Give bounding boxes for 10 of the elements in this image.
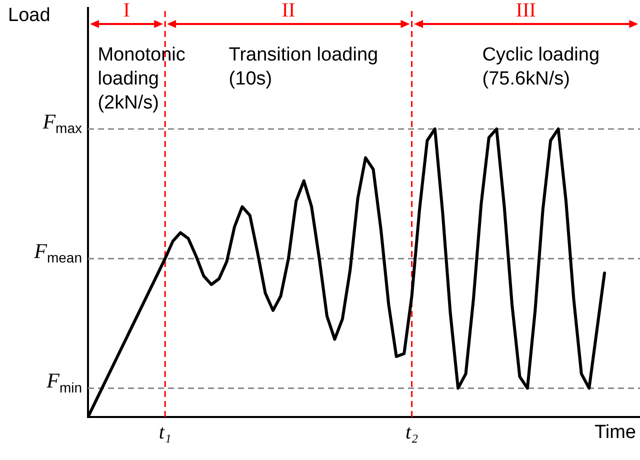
x-tick-label: t₁	[158, 421, 172, 444]
text: Transition loading (10s)	[228, 44, 378, 90]
text: I	[123, 0, 130, 22]
text: Monotonic loading (2kN/s)	[98, 44, 186, 114]
text: II	[282, 0, 296, 22]
text: Load	[8, 5, 50, 26]
text: III	[516, 0, 536, 22]
x-axis-title: Time	[594, 422, 636, 444]
x-tick-label: t₂	[406, 421, 418, 444]
text: Cyclic loading (75.6kN/s)	[482, 44, 600, 90]
